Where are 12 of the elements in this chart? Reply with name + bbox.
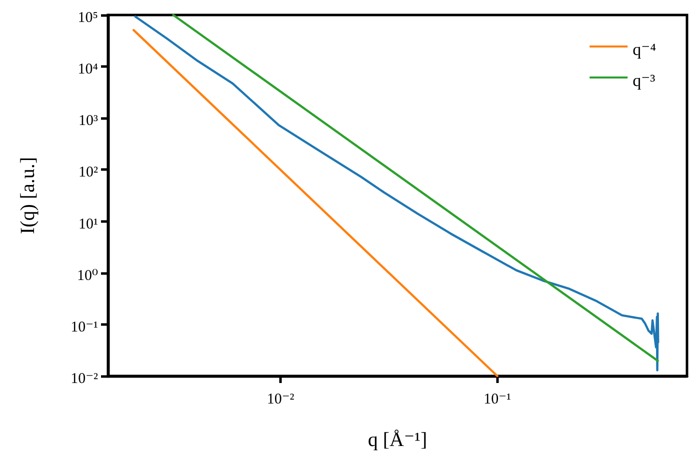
y-axis-title: I(q) [a.u.] [17,156,39,234]
y-tick-label: 10⁻² [70,371,98,387]
legend-label: q⁻⁴ [632,40,656,59]
y-tick-label: 10² [78,164,98,181]
legend-label: q⁻³ [632,71,656,90]
y-tick-label: 10⁵ [78,10,98,26]
x-axis-title: q [Å⁻¹] [368,429,428,451]
y-tick-label: 10¹ [78,216,98,232]
y-tick-label: 10⁴ [78,62,98,78]
y-tick-label: 10⁰ [76,268,98,284]
y-tick-label: 10³ [78,113,98,130]
y-tick-label: 10⁻¹ [70,319,98,336]
